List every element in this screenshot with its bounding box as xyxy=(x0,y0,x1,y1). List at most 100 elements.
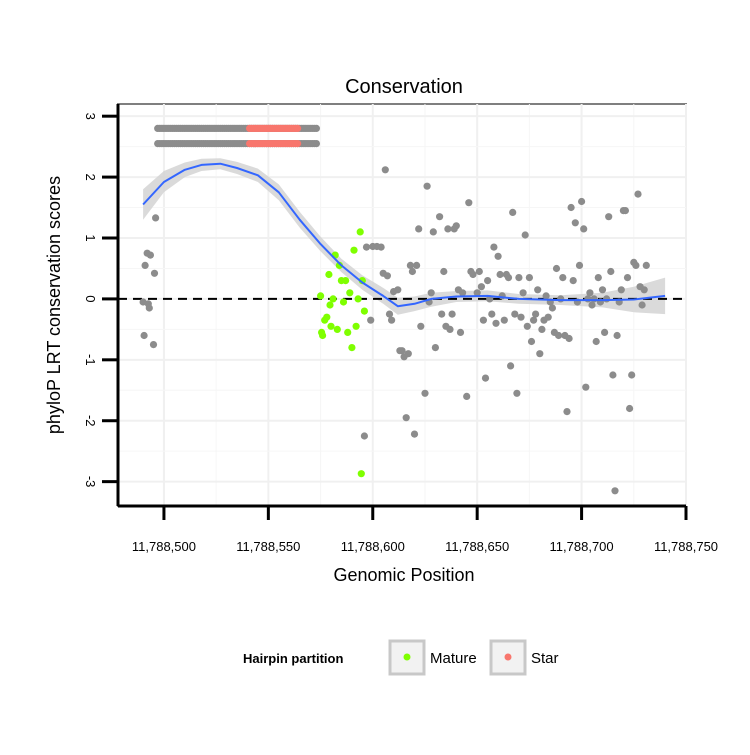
data-point-other xyxy=(523,322,531,330)
data-point-other xyxy=(590,295,598,303)
data-point-other xyxy=(565,334,573,343)
data-point-other xyxy=(542,292,550,300)
data-point-other xyxy=(410,430,419,438)
data-point-other xyxy=(642,261,650,269)
data-point-other xyxy=(427,289,435,297)
x-tick-label: 11,788,500 xyxy=(132,539,196,554)
data-point-other xyxy=(507,362,515,370)
data-point-other xyxy=(613,331,621,340)
data-point-other xyxy=(557,295,565,303)
data-point-other xyxy=(149,341,158,349)
data-point-other xyxy=(452,222,460,230)
data-point-other xyxy=(500,316,508,324)
data-point-other xyxy=(140,331,148,340)
data-point-other xyxy=(312,140,320,148)
data-point-other xyxy=(377,243,385,251)
y-tick-label: 0 xyxy=(83,295,98,302)
data-point-other xyxy=(312,124,320,132)
data-point-other xyxy=(440,267,448,276)
data-point-other xyxy=(484,277,492,285)
data-point-other xyxy=(538,325,546,333)
data-point-mature xyxy=(335,261,343,269)
data-point-other xyxy=(617,286,625,294)
data-point-other xyxy=(446,325,454,333)
data-point-mature xyxy=(326,301,334,309)
data-point-other xyxy=(141,261,149,269)
legend-label-star: Star xyxy=(531,650,559,667)
data-point-other xyxy=(582,383,590,391)
data-point-other xyxy=(469,270,477,279)
data-point-other xyxy=(638,301,646,309)
data-point-other xyxy=(423,182,431,190)
data-point-other xyxy=(632,261,640,269)
data-point-other xyxy=(605,213,613,221)
data-point-other xyxy=(588,301,596,309)
data-point-other xyxy=(530,316,538,324)
data-point-other xyxy=(511,310,519,318)
data-point-other xyxy=(521,231,529,239)
scatter-points xyxy=(139,124,650,495)
chart-title: Conservation xyxy=(345,76,463,98)
data-point-mature xyxy=(327,322,335,330)
x-tick-label: 11,788,750 xyxy=(654,539,718,554)
data-point-other xyxy=(509,208,517,216)
data-point-other xyxy=(415,225,423,233)
data-point-other xyxy=(552,264,561,273)
data-point-other xyxy=(463,392,471,400)
data-point-other xyxy=(534,286,542,294)
y-tick-label: -1 xyxy=(83,354,98,366)
data-point-mature xyxy=(352,322,360,330)
data-point-mature xyxy=(350,246,358,254)
axes: 11,788,500 11,788,550 11,788,600 11,788,650… xyxy=(83,104,718,554)
data-point-mature xyxy=(356,228,364,236)
data-point-other xyxy=(586,289,594,297)
data-point-other xyxy=(496,270,504,279)
data-point-mature xyxy=(333,325,341,333)
data-point-other xyxy=(367,316,375,324)
data-point-other xyxy=(569,277,577,285)
data-point-other xyxy=(621,207,630,215)
data-point-other xyxy=(459,289,467,297)
data-point-other xyxy=(465,199,473,207)
data-point-mature xyxy=(325,270,333,279)
data-point-star xyxy=(294,124,302,132)
data-point-other xyxy=(515,274,523,282)
data-point-other xyxy=(504,274,513,282)
data-point-other xyxy=(362,243,371,251)
x-axis-label: Genomic Position xyxy=(333,565,474,585)
data-point-other xyxy=(536,350,544,358)
data-point-other xyxy=(475,267,483,276)
y-tick-label: -2 xyxy=(83,415,98,427)
data-point-other xyxy=(417,322,425,330)
legend-title: Hairpin partition xyxy=(243,651,343,666)
smooth-line xyxy=(142,162,666,308)
data-point-other xyxy=(388,316,396,324)
data-point-other xyxy=(477,283,485,291)
data-point-other xyxy=(479,316,487,324)
data-point-other xyxy=(456,328,465,336)
data-point-other xyxy=(429,228,437,236)
legend-label-mature: Mature xyxy=(430,650,477,667)
legend: Hairpin partition Mature Star xyxy=(243,639,559,676)
data-point-other xyxy=(532,310,540,318)
smooth-line-layer xyxy=(142,162,666,308)
data-point-other xyxy=(383,272,391,280)
data-point-mature xyxy=(346,289,354,297)
data-point-mature xyxy=(329,295,337,303)
data-point-mature xyxy=(358,277,366,285)
data-point-other xyxy=(436,213,444,221)
data-point-mature xyxy=(357,470,365,478)
y-tick-label: 1 xyxy=(83,234,98,241)
data-point-other xyxy=(575,261,584,269)
data-point-other xyxy=(438,310,446,318)
data-point-other xyxy=(603,295,611,303)
data-point-other xyxy=(481,374,490,382)
data-point-other xyxy=(404,350,412,358)
data-point-star xyxy=(294,140,302,148)
data-point-other xyxy=(406,261,414,269)
data-point-other xyxy=(559,274,567,282)
data-point-other xyxy=(607,267,615,276)
legend-swatch-mature xyxy=(403,653,411,661)
